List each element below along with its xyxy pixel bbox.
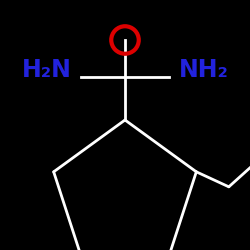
Text: NH₂: NH₂ [179, 58, 229, 82]
Text: H₂N: H₂N [22, 58, 71, 82]
